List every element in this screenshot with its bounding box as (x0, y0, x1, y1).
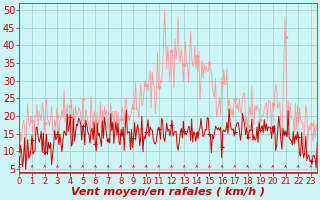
X-axis label: Vent moyen/en rafales ( km/h ): Vent moyen/en rafales ( km/h ) (71, 187, 265, 197)
